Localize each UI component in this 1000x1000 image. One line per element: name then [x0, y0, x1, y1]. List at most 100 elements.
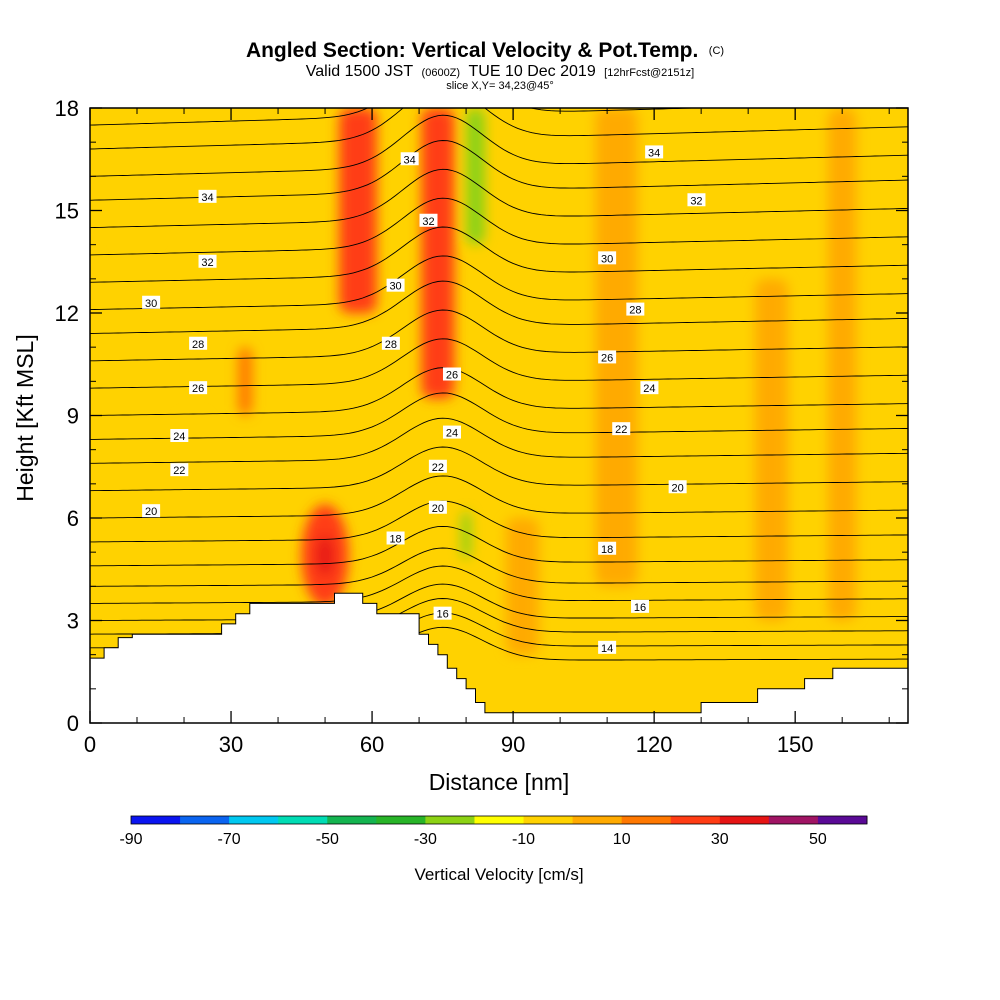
isentrope-label-7: 20 [668, 480, 687, 494]
colorbar-tick-3: -30 [414, 831, 437, 848]
isentrope-label-17: 28 [189, 336, 208, 351]
velocity-cell-2 [466, 108, 485, 245]
colorbar-segment-12 [719, 816, 770, 824]
isentrope-33 [90, 168, 908, 229]
svg-text:22: 22 [615, 424, 627, 436]
subtitle-utc: (0600Z) [422, 67, 461, 79]
y-tick-label-2: 6 [67, 506, 79, 531]
svg-text:24: 24 [643, 383, 655, 395]
isentrope-20 [90, 525, 908, 567]
terrain [90, 592, 908, 723]
svg-text:20: 20 [432, 503, 444, 515]
y-tick-label-5: 15 [55, 199, 79, 224]
isentrope-label-10: 22 [612, 422, 631, 436]
colorbar-tick-1: -70 [218, 831, 241, 848]
svg-text:32: 32 [201, 257, 213, 269]
isentrope-18 [90, 565, 908, 604]
colorbar-segment-9 [572, 816, 623, 824]
colorbar-segment-7 [474, 816, 525, 824]
isentrope-24 [90, 417, 908, 464]
isentrope-label-26: 34 [198, 189, 217, 204]
isentrope-label-1: 16 [433, 606, 452, 621]
x-axis-label: Distance [nm] [429, 769, 570, 795]
velocity-field [118, 108, 857, 655]
colorbar-tick-5: 10 [613, 831, 631, 848]
isentrope-label-16: 26 [598, 350, 617, 364]
x-tick-label-5: 150 [777, 732, 814, 757]
svg-text:28: 28 [385, 339, 397, 351]
colorbar-segment-2 [229, 816, 279, 824]
velocity-cell-11 [828, 108, 857, 621]
subtitle-valid: Valid 1500 JST [306, 63, 414, 80]
svg-text:22: 22 [432, 462, 444, 474]
velocity-cell-5 [316, 535, 334, 577]
colorbar-tick-4: -10 [512, 831, 535, 848]
isentrope-32 [90, 197, 908, 256]
isentrope-label-4: 18 [598, 541, 617, 556]
colorbar-label: Vertical Velocity [cm/s] [414, 865, 583, 884]
isentrope-27 [90, 338, 908, 389]
svg-text:18: 18 [601, 544, 613, 556]
velocity-cell-7 [238, 347, 253, 416]
svg-text:32: 32 [690, 195, 702, 207]
isentrope-label-18: 28 [381, 336, 400, 351]
isentrope-contours [90, 108, 908, 662]
plot-area: 14 16 16 18 18 20 20 20 22 22 22 24 24 24 26 26 26 28 28 28… [90, 108, 908, 723]
velocity-cell-3 [461, 511, 471, 559]
svg-text:24: 24 [446, 428, 458, 440]
colorbar-segment-11 [670, 816, 721, 824]
isentrope-label-9: 22 [428, 459, 447, 474]
svg-text:16: 16 [634, 602, 646, 614]
y-axis-label: Height [Kft MSL] [12, 334, 38, 501]
isentrope-label-3: 18 [386, 531, 405, 546]
y-tick-label-6: 18 [55, 96, 79, 121]
velocity-cell-6 [404, 483, 424, 621]
colorbar-segment-3 [278, 816, 328, 824]
isentrope-label-11: 24 [170, 429, 189, 443]
velocity-cell-0 [339, 108, 377, 313]
title-text: Angled Section: Vertical Velocity & Pot.… [246, 39, 698, 62]
svg-text:30: 30 [145, 298, 157, 310]
isentrope-label-2: 16 [631, 599, 650, 614]
colorbar-segment-8 [523, 816, 574, 824]
isentrope-label-13: 24 [640, 381, 659, 395]
title-unit: (C) [709, 45, 724, 57]
colorbar-segment-6 [425, 816, 475, 824]
svg-text:32: 32 [422, 216, 434, 228]
x-tick-label-0: 0 [84, 732, 96, 757]
colorbar-segment-4 [327, 816, 377, 824]
svg-text:28: 28 [629, 305, 641, 317]
svg-text:16: 16 [436, 609, 448, 621]
isentrope-29 [90, 280, 908, 334]
isentrope-23 [90, 446, 908, 492]
colorbar-segment-13 [768, 816, 819, 824]
subtitle-forecast: [12hrFcst@2151z] [604, 67, 694, 79]
slice-label: slice X,Y= 34,23@45° [446, 80, 554, 92]
chart-title: Angled Section: Vertical Velocity & Pot.… [246, 39, 724, 62]
svg-text:30: 30 [601, 253, 613, 265]
colorbar-segment-0 [131, 816, 181, 824]
velocity-cell-8 [118, 108, 156, 245]
isentrope-28 [90, 309, 908, 362]
colorbar-tick-7: 50 [809, 831, 827, 848]
isentrope-35 [90, 114, 908, 177]
isentrope-31 [90, 226, 908, 283]
isentrope-label-25: 32 [687, 193, 706, 207]
isentrope-label-5: 20 [142, 504, 161, 518]
isentrope-22 [90, 475, 908, 519]
y-tick-label-3: 9 [67, 404, 79, 429]
colorbar-segment-1 [180, 816, 230, 824]
colorbar-tick-2: -50 [316, 831, 339, 848]
colorbar: -90 -70 -50 -30 -10 10 30 50 [119, 815, 868, 848]
isentrope-19 [90, 547, 908, 587]
svg-text:34: 34 [201, 192, 213, 204]
isentrope-label-20: 30 [142, 295, 161, 310]
y-tick-label-4: 12 [55, 301, 79, 326]
velocity-cell-1 [421, 108, 455, 399]
x-tick-label-2: 60 [360, 732, 384, 757]
svg-text:28: 28 [192, 339, 204, 351]
x-tick-label-4: 120 [636, 732, 673, 757]
velocity-cell-12 [506, 518, 539, 655]
isentrope-label-14: 26 [189, 381, 208, 395]
